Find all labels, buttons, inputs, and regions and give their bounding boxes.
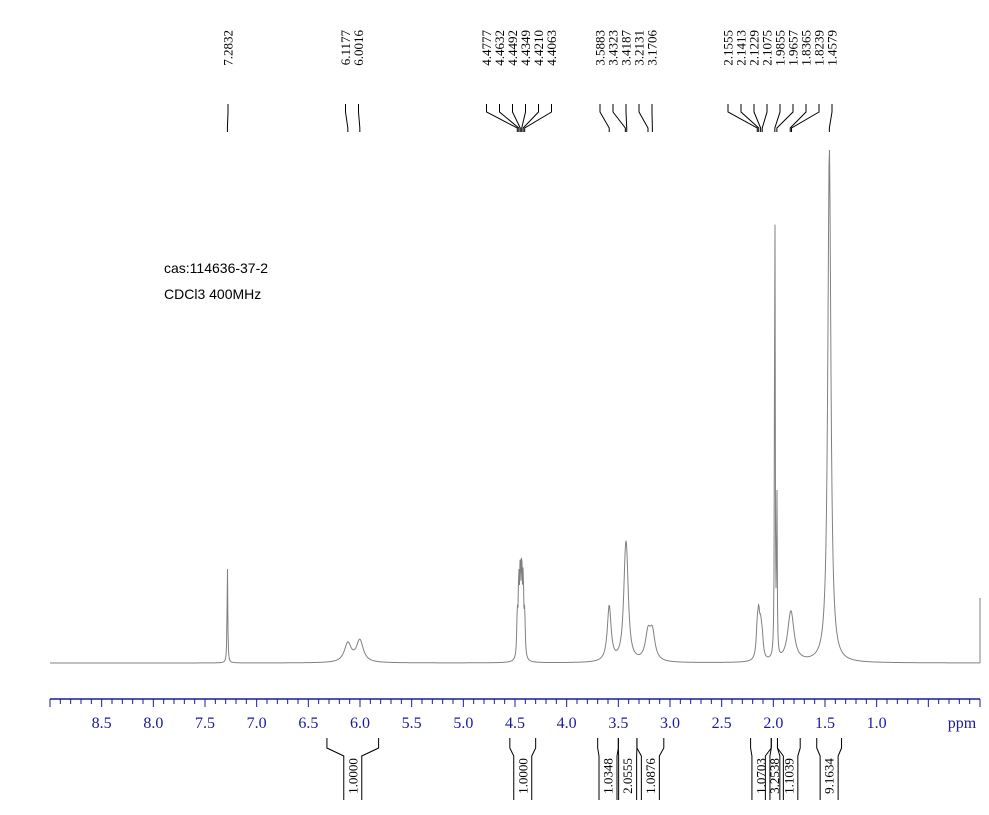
integral-bracket bbox=[776, 738, 801, 800]
integral-value: 1.0000 bbox=[515, 758, 530, 794]
peak-label-connector bbox=[776, 104, 794, 132]
annotation-solvent: CDCl3 400MHz bbox=[164, 286, 262, 302]
x-tick-label: 2.5 bbox=[712, 715, 732, 732]
x-tick-label: 8.5 bbox=[92, 715, 112, 732]
spectrum-group bbox=[50, 149, 981, 664]
x-tick-label: 7.0 bbox=[247, 715, 267, 732]
integral-value: 9.1634 bbox=[822, 758, 837, 794]
integral-value: 1.0876 bbox=[643, 758, 658, 794]
integral-value: 1.0000 bbox=[345, 758, 360, 794]
peak-label-text: 6.0016 bbox=[351, 30, 366, 66]
spectrum-line bbox=[50, 149, 980, 664]
peak-label-text: 4.4210 bbox=[531, 30, 546, 66]
x-tick-label: 7.5 bbox=[195, 715, 215, 732]
peak-label-text: 4.4632 bbox=[492, 30, 507, 66]
peak-label-connector bbox=[521, 104, 526, 132]
peak-label-text: 3.4323 bbox=[606, 30, 621, 66]
x-tick-label: 3.0 bbox=[660, 715, 680, 732]
peak-label-text: 4.4349 bbox=[518, 30, 533, 66]
peak-label-connector bbox=[499, 104, 520, 132]
peak-label-text: 1.8365 bbox=[799, 30, 814, 66]
peak-label-connector bbox=[226, 104, 229, 132]
peak-label-text: 4.4777 bbox=[479, 30, 494, 66]
peak-label-text: 3.4187 bbox=[619, 30, 634, 66]
integral-bracket bbox=[326, 738, 380, 800]
peak-label-text: 3.1706 bbox=[645, 30, 660, 66]
peak-label-connector bbox=[512, 104, 521, 132]
annotation-cas: cas:114636-37-2 bbox=[164, 260, 269, 276]
peak-label-text: 2.1229 bbox=[747, 30, 762, 66]
peak-label-connector bbox=[358, 104, 361, 132]
x-axis: 8.5 8.0 7.5 7.0 6.5 6.0 5.5 5.0 4.5 4.0 3.5 3.0 2.5 2… bbox=[49, 698, 981, 732]
peak-label-connector bbox=[486, 104, 518, 132]
peak-label-connector bbox=[638, 104, 649, 132]
x-tick-label: 2.0 bbox=[763, 715, 783, 732]
x-tick-label: 6.5 bbox=[298, 715, 318, 732]
x-tick-label: 3.5 bbox=[608, 715, 628, 732]
x-tick-label: 1.0 bbox=[867, 715, 887, 732]
peak-label-connector bbox=[828, 104, 833, 132]
peak-label-text: 1.9657 bbox=[786, 30, 801, 66]
peak-label-connector bbox=[774, 104, 781, 132]
peak-label-connector bbox=[612, 104, 626, 132]
integral-bracket bbox=[816, 738, 843, 800]
peak-label-connector bbox=[625, 104, 628, 132]
peak-label-text: 1.8239 bbox=[812, 30, 827, 66]
integral-value: 3.2538 bbox=[767, 758, 782, 794]
peak-label-text: 1.4579 bbox=[825, 30, 840, 66]
x-tick-label: 4.0 bbox=[557, 715, 577, 732]
peak-label-text: 3.5883 bbox=[593, 30, 608, 66]
peak-label-connector bbox=[761, 104, 768, 132]
peak-label-connector bbox=[727, 104, 758, 132]
peak-label-text: 4.4492 bbox=[505, 30, 520, 66]
peak-label-connector bbox=[345, 104, 349, 132]
peak-label-text: 7.2832 bbox=[221, 30, 236, 66]
x-tick-label: 4.5 bbox=[505, 715, 525, 732]
peak-label-connector bbox=[524, 104, 552, 132]
peak-label-text: 2.1555 bbox=[721, 30, 736, 66]
integral-value: 1.1039 bbox=[781, 758, 796, 794]
x-tick-label: 6.0 bbox=[350, 715, 370, 732]
peak-label-connector bbox=[599, 104, 610, 132]
peak-label-text: 1.9855 bbox=[773, 30, 788, 66]
x-tick-label: 8.0 bbox=[143, 715, 163, 732]
x-tick-label: 1.5 bbox=[815, 715, 835, 732]
peak-label-text: 6.1177 bbox=[338, 30, 353, 66]
peak-label-text: 2.1413 bbox=[734, 30, 749, 66]
integral-bracket bbox=[509, 738, 537, 800]
peak-label-connector bbox=[791, 104, 820, 132]
x-axis-unit-label: ppm bbox=[948, 715, 977, 732]
integral-value: 2.0555 bbox=[620, 758, 635, 794]
x-tick-label: 5.0 bbox=[453, 715, 473, 732]
peak-label-connector bbox=[753, 104, 762, 132]
peak-label-connector bbox=[740, 104, 760, 132]
integral-group: 1.0000 1.0000 1.0348 2.0555 1.0876 1.07033.25… bbox=[326, 738, 843, 800]
integral-bracket bbox=[636, 738, 665, 800]
peak-label-text: 4.4063 bbox=[544, 30, 559, 66]
integral-value: 1.0703 bbox=[753, 758, 768, 794]
peak-label-text: 2.1075 bbox=[760, 30, 775, 66]
peak-label-connector bbox=[789, 104, 807, 132]
peak-label-connector bbox=[522, 104, 539, 132]
integral-value: 1.0348 bbox=[601, 758, 616, 794]
x-tick-label: 5.5 bbox=[402, 715, 422, 732]
peak-label-text: 3.2131 bbox=[632, 30, 647, 66]
